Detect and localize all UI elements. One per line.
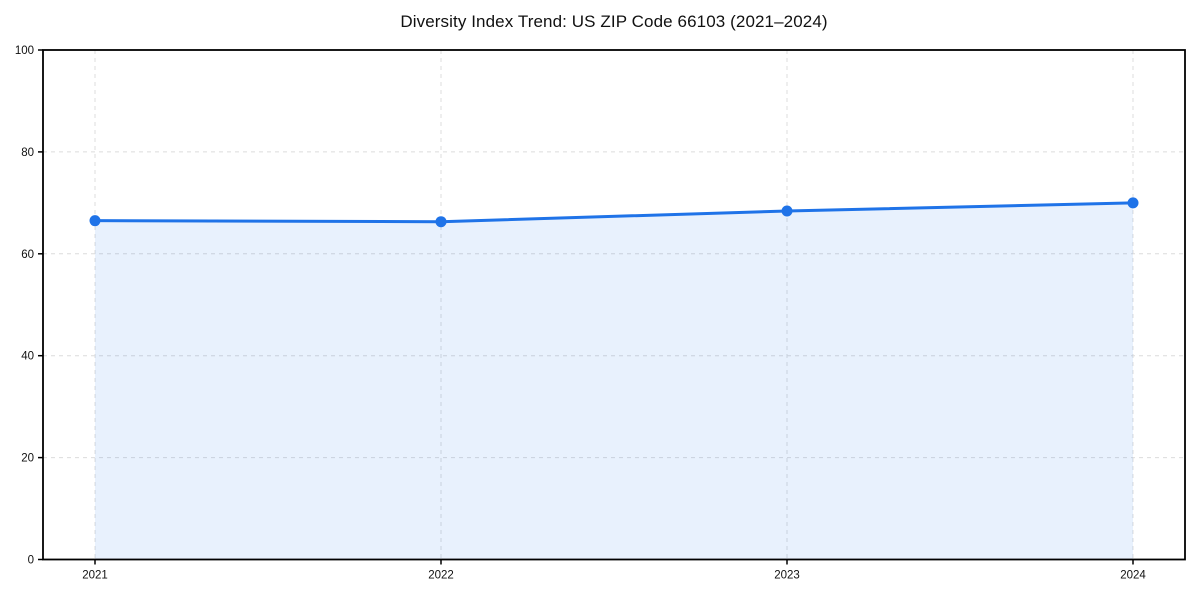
data-point — [781, 205, 793, 217]
y-tick-label: 100 — [15, 45, 34, 57]
chart-title: Diversity Index Trend: US ZIP Code 66103… — [400, 12, 828, 31]
x-tick-label: 2023 — [774, 570, 800, 582]
area-fill — [95, 202, 1133, 560]
data-point — [435, 216, 447, 228]
y-tick-label: 0 — [28, 555, 34, 567]
x-tick-label: 2022 — [428, 570, 454, 582]
data-point — [89, 215, 101, 227]
y-tick-label: 80 — [21, 147, 34, 159]
plot-border — [42, 49, 1186, 561]
data-point — [1127, 197, 1139, 209]
x-tick-label: 2024 — [1120, 570, 1146, 582]
y-tick-label: 20 — [21, 453, 34, 465]
y-tick-label: 60 — [21, 249, 34, 261]
x-tick-label: 2021 — [82, 570, 108, 582]
trend-line — [93, 201, 1135, 224]
y-tick-label: 40 — [21, 351, 34, 363]
